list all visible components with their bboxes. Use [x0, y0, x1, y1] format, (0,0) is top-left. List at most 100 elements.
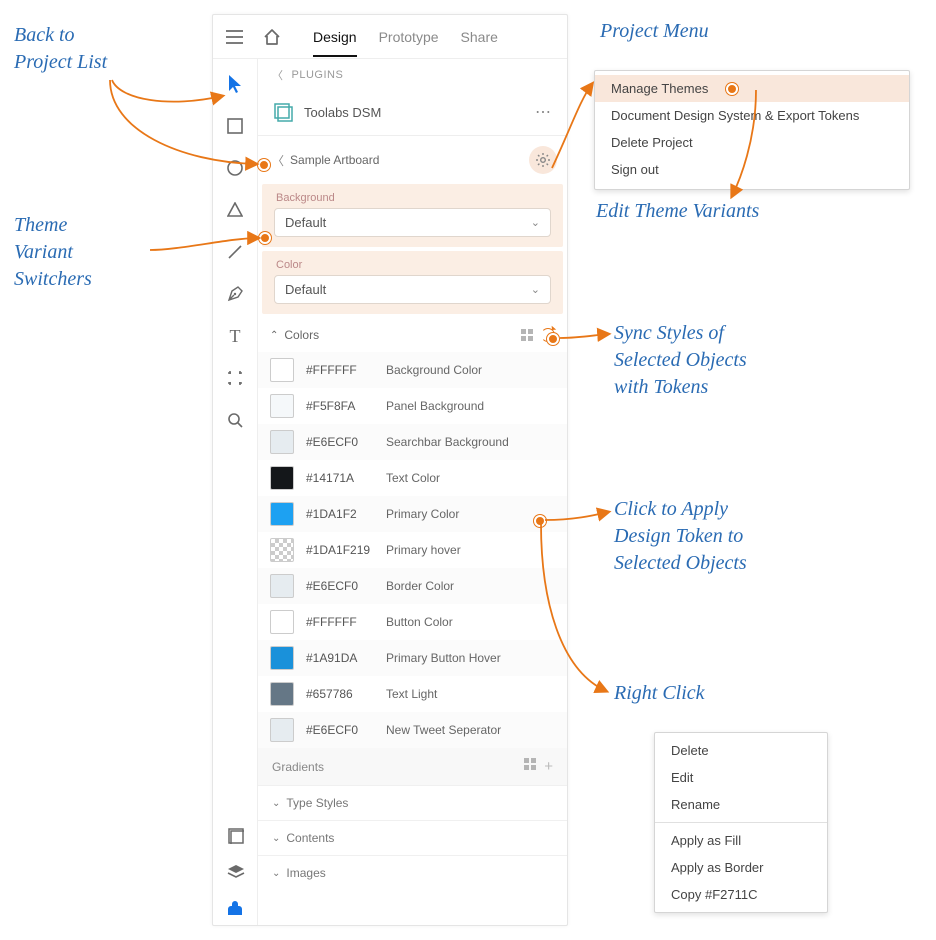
color-name: Primary Color — [386, 507, 459, 521]
tool-strip: T — [213, 59, 258, 925]
color-hex: #1A91DA — [306, 651, 374, 665]
home-icon[interactable] — [257, 29, 287, 45]
rectangle-tool-icon[interactable] — [224, 115, 246, 137]
menu-item-delete-project[interactable]: Delete Project — [595, 129, 909, 156]
color-name: Button Color — [386, 615, 453, 629]
color-row[interactable]: #14171AText Color — [258, 460, 567, 496]
menu-item-sign-out[interactable]: Sign out — [595, 156, 909, 183]
color-name: Panel Background — [386, 399, 484, 413]
plugins-icon[interactable] — [225, 897, 247, 919]
menu-item-export-tokens[interactable]: Document Design System & Export Tokens — [595, 102, 909, 129]
grid-view-icon[interactable] — [521, 329, 533, 341]
select-tool-icon[interactable] — [224, 73, 246, 95]
color-row[interactable]: #657786Text Light — [258, 676, 567, 712]
settings-button[interactable] — [529, 146, 557, 174]
colors-section-head[interactable]: ⌃ Colors — [258, 318, 567, 352]
tab-share[interactable]: Share — [461, 17, 498, 57]
contents-section[interactable]: ⌄ Contents — [258, 820, 567, 855]
ctx-apply-border[interactable]: Apply as Border — [655, 854, 827, 881]
type-styles-section[interactable]: ⌄ Type Styles — [258, 785, 567, 820]
chevron-down-icon: ⌄ — [531, 283, 540, 296]
chevron-down-icon: ⌄ — [272, 833, 280, 844]
plugins-label: PLUGINS — [292, 69, 344, 81]
color-hex: #14171A — [306, 471, 374, 485]
color-swatch — [270, 466, 294, 490]
pen-tool-icon[interactable] — [224, 283, 246, 305]
annotation-project-menu: Project Menu — [600, 18, 709, 45]
artboard-breadcrumb: 〈 Sample Artboard — [258, 136, 567, 184]
callout-dot — [547, 333, 559, 345]
plugins-breadcrumb[interactable]: 〈 PLUGINS — [258, 59, 567, 91]
color-name: Searchbar Background — [386, 435, 509, 449]
context-menu: Delete Edit Rename Apply as Fill Apply a… — [654, 732, 828, 913]
color-swatch — [270, 358, 294, 382]
color-swatch — [270, 718, 294, 742]
more-icon[interactable]: ⋯ — [535, 102, 553, 122]
ctx-apply-fill[interactable]: Apply as Fill — [655, 827, 827, 854]
tab-design[interactable]: Design — [313, 17, 357, 57]
color-swatch — [270, 502, 294, 526]
plugin-name: Toolabs DSM — [304, 105, 381, 120]
color-hex: #E6ECF0 — [306, 435, 374, 449]
color-row[interactable]: #1DA1F2Primary Color — [258, 496, 567, 532]
color-row[interactable]: #1DA1F219Primary hover — [258, 532, 567, 568]
chevron-left-icon: 〈 — [272, 67, 284, 83]
color-row[interactable]: #E6ECF0Border Color — [258, 568, 567, 604]
artboard-name[interactable]: Sample Artboard — [290, 153, 379, 167]
variant-color-value: Default — [285, 282, 326, 297]
color-swatch — [270, 574, 294, 598]
ctx-edit[interactable]: Edit — [655, 764, 827, 791]
color-row[interactable]: #E6ECF0New Tweet Seperator — [258, 712, 567, 748]
chevron-down-icon: ⌄ — [272, 798, 280, 809]
color-row[interactable]: #FFFFFF Button Color — [258, 604, 567, 640]
chevron-left-icon[interactable]: 〈 — [272, 152, 284, 169]
ctx-delete[interactable]: Delete — [655, 737, 827, 764]
color-row[interactable]: #1A91DAPrimary Button Hover — [258, 640, 567, 676]
grid-view-icon[interactable] — [524, 758, 536, 770]
gear-icon — [535, 152, 551, 168]
chevron-up-icon: ⌃ — [270, 330, 278, 341]
annotation-apply: Click to Apply Design Token to Selected … — [614, 496, 747, 577]
color-swatch — [270, 646, 294, 670]
color-hex: #FFFFFF — [306, 615, 374, 629]
callout-dot — [259, 232, 271, 244]
zoom-tool-icon[interactable] — [224, 409, 246, 431]
variant-color-label: Color — [276, 259, 549, 271]
variant-color: Color Default ⌄ — [262, 251, 563, 314]
layers-icon[interactable] — [225, 861, 247, 883]
app-panel: Design Prototype Share T — [212, 14, 568, 926]
assets-icon[interactable] — [225, 825, 247, 847]
polygon-tool-icon[interactable] — [224, 199, 246, 221]
color-hex: #F5F8FA — [306, 399, 374, 413]
contents-label: Contents — [286, 831, 334, 845]
menu-item-manage-themes[interactable]: Manage Themes — [595, 75, 909, 102]
color-row[interactable]: #E6ECF0 Searchbar Background — [258, 424, 567, 460]
ellipse-tool-icon[interactable] — [224, 157, 246, 179]
plugin-row[interactable]: Toolabs DSM ⋯ — [258, 91, 567, 136]
images-section[interactable]: ⌄ Images — [258, 855, 567, 890]
add-icon[interactable]: + — [544, 758, 553, 775]
menu-item-label: Manage Themes — [611, 81, 708, 96]
annotation-theme-switchers: Theme Variant Switchers — [14, 212, 92, 293]
color-name: Border Color — [386, 579, 454, 593]
annotation-right-click: Right Click — [614, 680, 705, 707]
menu-separator — [655, 822, 827, 823]
variant-color-select[interactable]: Default ⌄ — [274, 275, 551, 304]
ctx-copy-hex[interactable]: Copy #F2711C — [655, 881, 827, 908]
variant-bg-label: Background — [276, 192, 549, 204]
text-tool-icon[interactable]: T — [224, 325, 246, 347]
tab-prototype[interactable]: Prototype — [379, 17, 439, 57]
gradients-section-head[interactable]: Gradients + — [258, 748, 567, 785]
color-row[interactable]: #F5F8FA Panel Background — [258, 388, 567, 424]
color-row[interactable]: #FFFFFFBackground Color — [258, 352, 567, 388]
topbar: Design Prototype Share — [213, 15, 567, 59]
images-label: Images — [286, 866, 325, 880]
variant-bg-select[interactable]: Default ⌄ — [274, 208, 551, 237]
color-name: Primary hover — [386, 543, 461, 557]
artboard-tool-icon[interactable] — [224, 367, 246, 389]
line-tool-icon[interactable] — [224, 241, 246, 263]
menu-icon[interactable] — [221, 30, 247, 44]
color-swatch — [270, 538, 294, 562]
ctx-rename[interactable]: Rename — [655, 791, 827, 818]
color-swatch — [270, 610, 294, 634]
